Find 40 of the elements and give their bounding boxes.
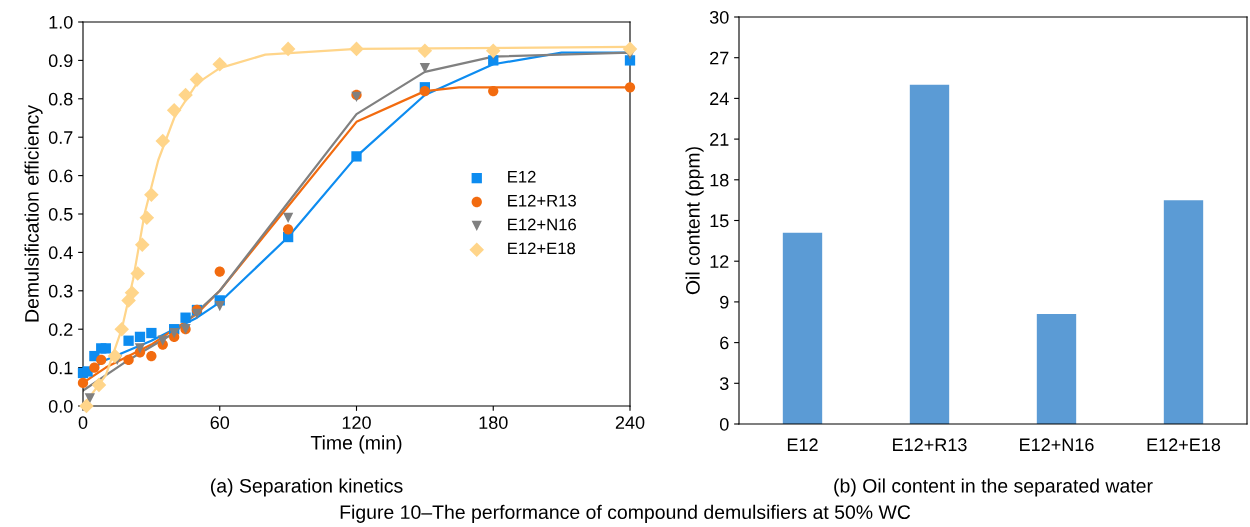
y-tick-label: 0.2 [48,323,73,336]
x-tick-label: E12+R13 [893,438,967,452]
caption: Figure 10–The performance of compound demulsifiers at 50% WC [340,504,911,523]
y-tick-label: 0.8 [48,92,73,106]
x-axis-title: Time (min) [310,435,402,454]
y-tick-label: 30 [709,10,729,24]
y-axis-title: Demulsification efficiency [24,105,43,322]
y-tick-label: 0.1 [48,361,73,375]
text: (a) Separation kinetics [210,478,403,497]
y-tick-label: 24 [710,92,729,105]
x-tick-label: 180 [479,416,508,429]
y-tick-label: 0.9 [48,54,73,68]
x-tick-label: E12+N16 [1020,438,1094,452]
y-tick-label: 21 [710,133,729,146]
y-tick-label: 12 [710,255,729,268]
y-tick-label: 0.7 [48,131,73,144]
y-tick-label: 0.6 [48,169,73,183]
y-tick-label: 6 [720,336,729,350]
y-tick-label: 3 [719,377,729,391]
y-tick-label: 0.4 [48,246,73,260]
y-tick-label: 0.0 [48,399,73,413]
x-tick-label: 0 [78,416,88,429]
y-tick-label: 1.0 [49,15,73,29]
y-tick-label: 9 [720,295,729,309]
text: (b) Oil content in the separated water [834,478,1153,497]
x-tick-label: 240 [615,416,645,429]
y-tick-label: 15 [710,214,729,228]
y-axis-title: Oil content (ppm) [685,147,704,295]
legend-label: E12+E18 [508,242,576,255]
x-tick-label: E12+E18 [1147,438,1221,452]
y-tick-label: 27 [710,51,729,65]
legend-label: E12+N16 [508,218,576,231]
x-tick-label: 60 [210,416,230,429]
y-tick-label: 18 [710,173,729,187]
y-tick-label: 0.5 [48,207,73,221]
legend-label: E12 [508,170,536,183]
y-tick-label: 0.3 [48,284,73,298]
x-tick-label: E12 [787,438,818,451]
x-tick-label: 120 [342,416,371,429]
legend-label: E12+R13 [508,194,576,207]
